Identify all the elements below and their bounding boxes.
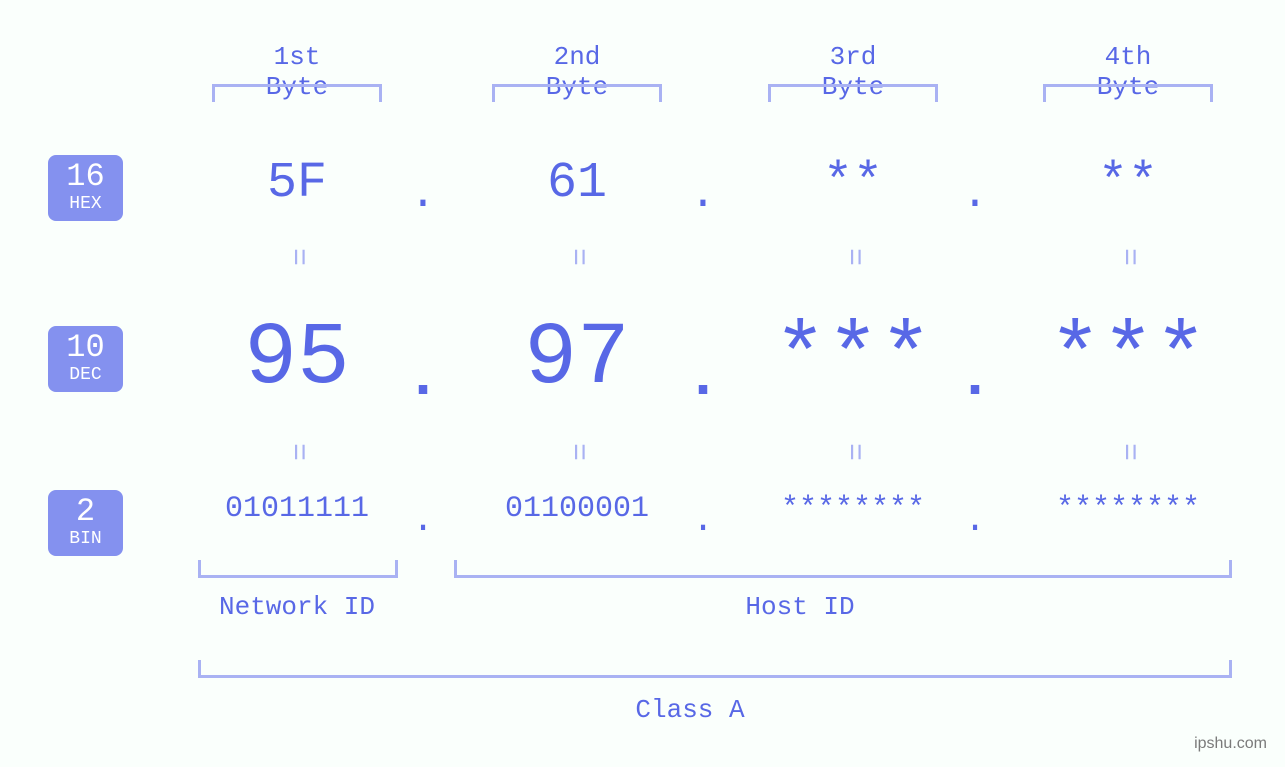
class-label: Class A (590, 695, 790, 725)
dec-dot-3: . (955, 345, 995, 413)
bin-byte-1: 01011111 (177, 492, 417, 526)
eq-2-2: = (560, 437, 594, 467)
bin-byte-3: ******** (733, 492, 973, 526)
base-label-bin: BIN (48, 530, 123, 548)
hex-byte-1: 5F (247, 155, 347, 212)
hex-byte-3: ** (803, 155, 903, 212)
dec-dot-2: . (683, 345, 723, 413)
bin-dot-3: . (960, 500, 990, 541)
base-badge-dec: 10 DEC (48, 326, 123, 392)
ip-diagram: 1st Byte 2nd Byte 3rd Byte 4th Byte 16 H… (0, 0, 1285, 767)
base-num-hex: 16 (48, 161, 123, 193)
base-badge-bin: 2 BIN (48, 490, 123, 556)
base-label-dec: DEC (48, 366, 123, 384)
dec-dot-1: . (403, 345, 443, 413)
dec-byte-1: 95 (197, 310, 397, 409)
base-badge-hex: 16 HEX (48, 155, 123, 221)
eq-1-2: = (560, 242, 594, 272)
dec-byte-3: *** (753, 310, 953, 409)
hex-dot-2: . (688, 170, 718, 220)
hex-byte-2: 61 (527, 155, 627, 212)
host-id-label: Host ID (700, 592, 900, 622)
bin-dot-2: . (688, 500, 718, 541)
class-bracket (198, 660, 1232, 678)
top-bracket-2 (492, 84, 662, 102)
host-id-bracket (454, 560, 1232, 578)
eq-1-1: = (280, 242, 314, 272)
network-id-bracket (198, 560, 398, 578)
eq-1-3: = (836, 242, 870, 272)
eq-2-4: = (1111, 437, 1145, 467)
eq-2-1: = (280, 437, 314, 467)
top-bracket-4 (1043, 84, 1213, 102)
base-num-dec: 10 (48, 332, 123, 364)
dec-byte-2: 97 (477, 310, 677, 409)
eq-1-4: = (1111, 242, 1145, 272)
hex-byte-4: ** (1078, 155, 1178, 212)
bin-dot-1: . (408, 500, 438, 541)
network-id-label: Network ID (197, 592, 397, 622)
eq-2-3: = (836, 437, 870, 467)
top-bracket-1 (212, 84, 382, 102)
top-bracket-3 (768, 84, 938, 102)
bin-byte-2: 01100001 (457, 492, 697, 526)
bin-byte-4: ******** (1008, 492, 1248, 526)
watermark: ipshu.com (1194, 735, 1267, 753)
hex-dot-3: . (960, 170, 990, 220)
base-num-bin: 2 (48, 496, 123, 528)
dec-byte-4: *** (1028, 310, 1228, 409)
hex-dot-1: . (408, 170, 438, 220)
base-label-hex: HEX (48, 195, 123, 213)
